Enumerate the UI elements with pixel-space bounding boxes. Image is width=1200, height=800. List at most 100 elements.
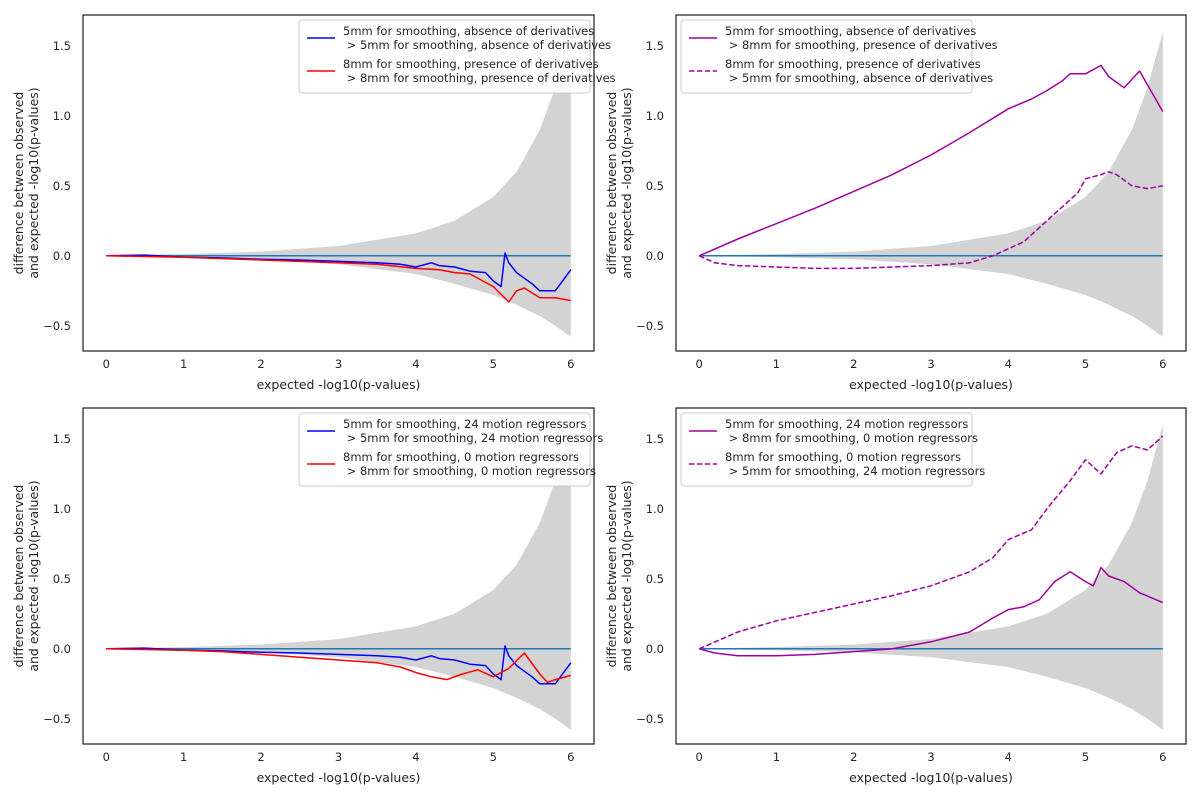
legend-label-line: 8mm for smoothing, 0 motion regressors bbox=[725, 450, 961, 464]
series-line-2 bbox=[106, 648, 571, 684]
axes-frame bbox=[675, 407, 1187, 745]
x-tick-label: 3 bbox=[335, 750, 342, 764]
confidence-band bbox=[699, 424, 1163, 730]
x-tick-label: 3 bbox=[335, 357, 342, 371]
y-tick-label: 1.0 bbox=[53, 109, 71, 123]
legend-label-line: 5mm for smoothing, absence of derivative… bbox=[343, 24, 594, 38]
legend: 5mm for smoothing, 24 motion regressors … bbox=[680, 412, 985, 487]
y-tick-label: 0.0 bbox=[646, 249, 664, 263]
x-tick-label: 5 bbox=[1082, 357, 1089, 371]
panel-top-right: 0 1 2 3 4 5 6 −0.5 0.0 0.5 1.0 1.5 expected -log10(p… bbox=[604, 14, 1187, 392]
x-axis-label: expected -log10(p-values) bbox=[257, 377, 421, 392]
legend-label-line: 5mm for smoothing, 24 motion regressors bbox=[343, 417, 586, 431]
x-tick-label: 1 bbox=[773, 750, 780, 764]
y-tick-label: −0.5 bbox=[43, 319, 71, 333]
confidence-band bbox=[106, 424, 571, 730]
legend-label-line: 8mm for smoothing, presence of derivativ… bbox=[343, 57, 599, 71]
x-tick-label: 6 bbox=[1159, 750, 1166, 764]
axes-frame bbox=[82, 14, 595, 352]
legend-label-2: 8mm for smoothing, presence of derivativ… bbox=[343, 57, 616, 85]
x-tick-label: 1 bbox=[180, 750, 187, 764]
panel-bottom-left: 0 1 2 3 4 5 6 −0.5 0.0 0.5 1.0 1.5 expected -log10(p… bbox=[11, 407, 603, 785]
x-tick-label: 2 bbox=[850, 750, 857, 764]
x-tick-label: 0 bbox=[103, 750, 110, 764]
y-tick-label: −0.5 bbox=[43, 712, 71, 726]
legend-box bbox=[298, 412, 591, 487]
y-tick-label: 1.5 bbox=[53, 39, 71, 53]
x-axis-label: expected -log10(p-values) bbox=[257, 770, 421, 785]
legend-box bbox=[680, 19, 973, 94]
legend-label-line: > 8mm for smoothing, 0 motion regressors bbox=[343, 464, 596, 478]
legend-label-line: 8mm for smoothing, presence of derivativ… bbox=[725, 57, 981, 71]
x-tick-label: 2 bbox=[850, 357, 857, 371]
series-line-2 bbox=[698, 435, 1164, 650]
series-line-2 bbox=[698, 171, 1163, 270]
y-tick-label: 1.5 bbox=[646, 39, 664, 53]
legend-label-line: 5mm for smoothing, absence of derivative… bbox=[725, 24, 976, 38]
y-tick-label: 0.5 bbox=[646, 572, 664, 586]
x-tick-label: 0 bbox=[696, 750, 703, 764]
y-tick-label: 1.5 bbox=[646, 432, 664, 446]
x-tick-label: 6 bbox=[567, 750, 574, 764]
x-tick-label: 4 bbox=[1005, 750, 1012, 764]
x-tick-label: 5 bbox=[1082, 750, 1089, 764]
y-tick-label: −0.5 bbox=[636, 712, 664, 726]
legend-label-line: > 8mm for smoothing, presence of derivat… bbox=[725, 38, 998, 52]
x-tick-label: 5 bbox=[490, 357, 497, 371]
x-tick-label: 2 bbox=[257, 357, 264, 371]
y-axis-label-line: and expected -log10(p-values) bbox=[619, 480, 634, 671]
x-tick-label: 0 bbox=[696, 357, 703, 371]
confidence-band bbox=[699, 31, 1163, 338]
legend-label-1: 5mm for smoothing, 24 motion regressors … bbox=[343, 417, 603, 445]
legend-box bbox=[680, 412, 973, 487]
y-tick-label: 0.0 bbox=[53, 642, 71, 656]
y-tick-label: 0.5 bbox=[53, 572, 71, 586]
y-axis-label-line: and expected -log10(p-values) bbox=[26, 480, 41, 671]
legend-label-2: 8mm for smoothing, 0 motion regressors >… bbox=[343, 450, 596, 478]
x-tick-label: 2 bbox=[257, 750, 264, 764]
panel-bottom-right: 0 1 2 3 4 5 6 −0.5 0.0 0.5 1.0 1.5 expected -log10(p… bbox=[604, 407, 1187, 785]
legend-label-2: 8mm for smoothing, presence of derivativ… bbox=[725, 57, 993, 85]
series-line-2 bbox=[106, 255, 571, 303]
x-tick-label: 0 bbox=[103, 357, 110, 371]
y-axis-label-line: and expected -log10(p-values) bbox=[619, 87, 634, 278]
axes-frame bbox=[82, 407, 595, 745]
x-tick-label: 4 bbox=[412, 750, 419, 764]
legend-label-line: 5mm for smoothing, 24 motion regressors bbox=[725, 417, 968, 431]
legend-label-1: 5mm for smoothing, 24 motion regressors … bbox=[725, 417, 978, 445]
y-tick-label: 1.5 bbox=[53, 432, 71, 446]
y-axis-label-line: and expected -log10(p-values) bbox=[26, 87, 41, 278]
legend: 5mm for smoothing, 24 motion regressors … bbox=[298, 412, 603, 487]
y-tick-label: 1.0 bbox=[53, 502, 71, 516]
y-tick-label: 0.5 bbox=[53, 179, 71, 193]
x-tick-label: 1 bbox=[180, 357, 187, 371]
series-line-1 bbox=[106, 645, 572, 685]
x-tick-label: 5 bbox=[490, 750, 497, 764]
legend-label-1: 5mm for smoothing, absence of derivative… bbox=[725, 24, 998, 52]
series-line-1 bbox=[699, 566, 1164, 657]
x-axis-label: expected -log10(p-values) bbox=[849, 377, 1013, 392]
x-tick-label: 6 bbox=[567, 357, 574, 371]
x-tick-label: 4 bbox=[1005, 357, 1012, 371]
legend-label-line: > 5mm for smoothing, absence of derivati… bbox=[725, 71, 993, 85]
y-axis-label: difference between observedand expected … bbox=[11, 480, 41, 671]
y-tick-label: −0.5 bbox=[636, 319, 664, 333]
y-axis-label: difference between observedand expected … bbox=[604, 480, 634, 671]
legend-label-line: > 8mm for smoothing, 0 motion regressors bbox=[725, 431, 978, 445]
legend-label-2: 8mm for smoothing, 0 motion regressors >… bbox=[725, 450, 985, 478]
y-axis-label-line: difference between observed bbox=[604, 485, 619, 668]
x-tick-label: 6 bbox=[1159, 357, 1166, 371]
axes-frame bbox=[675, 14, 1187, 352]
confidence-band bbox=[106, 31, 571, 338]
y-tick-label: 0.0 bbox=[646, 642, 664, 656]
legend-label-1: 5mm for smoothing, absence of derivative… bbox=[343, 24, 611, 52]
y-axis-label: difference between observedand expected … bbox=[604, 87, 634, 278]
legend-label-line: > 8mm for smoothing, presence of derivat… bbox=[343, 71, 616, 85]
y-axis-label-line: difference between observed bbox=[604, 92, 619, 275]
x-tick-label: 3 bbox=[927, 750, 934, 764]
x-tick-label: 3 bbox=[927, 357, 934, 371]
series-line-1 bbox=[698, 64, 1164, 257]
y-tick-label: 1.0 bbox=[646, 502, 664, 516]
y-axis-label-line: difference between observed bbox=[11, 485, 26, 668]
